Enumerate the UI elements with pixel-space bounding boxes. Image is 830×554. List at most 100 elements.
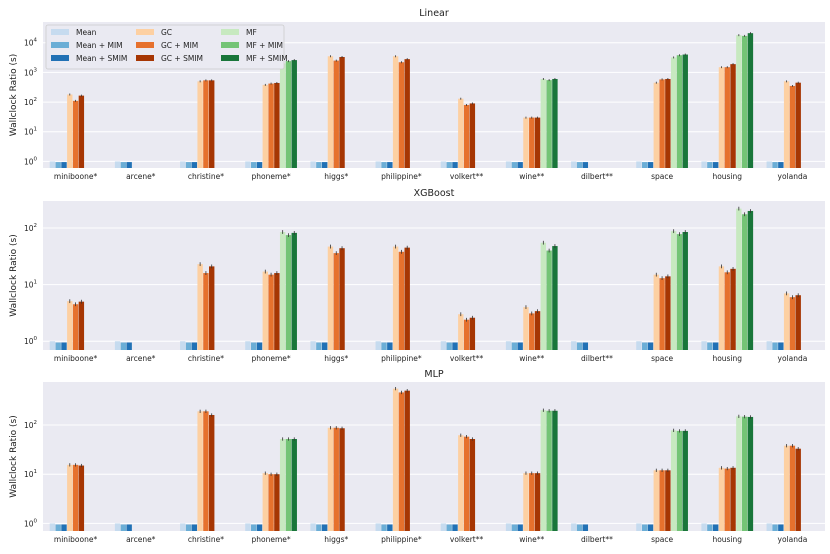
bar xyxy=(682,54,688,168)
bar xyxy=(647,342,654,350)
bar xyxy=(310,523,316,531)
bar xyxy=(505,161,512,168)
category-label: volkert** xyxy=(450,535,484,544)
bar xyxy=(582,524,589,531)
bar xyxy=(203,273,209,350)
bar xyxy=(185,342,192,350)
legend-swatch xyxy=(221,55,239,61)
bar xyxy=(747,210,754,350)
bar xyxy=(191,162,198,168)
bar xyxy=(67,94,73,168)
bar xyxy=(701,523,707,531)
y-tick-label: 102 xyxy=(24,97,37,107)
bar xyxy=(274,273,280,350)
bar xyxy=(78,95,85,168)
bar xyxy=(285,235,292,350)
legend-label: GC + MIM xyxy=(161,41,198,50)
bar xyxy=(120,342,127,350)
bar xyxy=(642,342,648,350)
bar xyxy=(552,78,558,168)
bar xyxy=(789,85,796,168)
bar xyxy=(274,82,280,168)
bar xyxy=(452,342,458,350)
bar xyxy=(339,428,345,531)
bar xyxy=(682,430,688,531)
bar xyxy=(191,342,198,350)
bar xyxy=(398,251,405,350)
bar xyxy=(463,104,470,168)
bar xyxy=(392,246,399,350)
bar xyxy=(511,524,518,531)
bar xyxy=(783,445,790,531)
bar xyxy=(404,247,410,350)
bar xyxy=(321,342,328,350)
plot-background xyxy=(43,382,825,531)
bar xyxy=(274,474,280,531)
bar xyxy=(529,117,535,168)
bar xyxy=(463,319,470,350)
bar xyxy=(571,341,577,350)
category-label: higgs* xyxy=(324,354,348,363)
legend-swatch xyxy=(51,55,69,61)
bar xyxy=(256,524,263,531)
bar xyxy=(517,162,523,168)
bar xyxy=(285,61,292,168)
bar xyxy=(404,59,410,169)
legend-swatch xyxy=(136,29,154,35)
bar xyxy=(49,341,56,350)
bar xyxy=(180,161,186,168)
bar xyxy=(665,78,671,168)
category-label: space xyxy=(651,354,673,363)
category-label: philippine* xyxy=(381,354,422,363)
bar xyxy=(741,35,748,168)
bar xyxy=(398,392,405,531)
bar xyxy=(517,524,523,531)
bar xyxy=(469,103,476,168)
bar xyxy=(126,524,132,531)
bar xyxy=(670,57,677,168)
category-label: housing xyxy=(712,354,742,363)
category-label: wine** xyxy=(519,172,544,181)
bar xyxy=(718,467,725,531)
panel-xgboost: 100 101 102 XGBoost miniboone* arcene* christi… xyxy=(24,188,825,363)
legend-label: MF + SMIM xyxy=(246,54,288,63)
bar xyxy=(665,470,671,531)
bar xyxy=(251,342,257,350)
category-label: arcene* xyxy=(126,354,156,363)
bar xyxy=(262,473,268,531)
bar xyxy=(747,33,754,169)
bar xyxy=(375,161,381,168)
bar xyxy=(511,162,518,168)
bar xyxy=(458,314,464,350)
bar xyxy=(778,342,784,350)
bar xyxy=(712,342,719,350)
bar xyxy=(582,342,589,350)
bar xyxy=(783,293,790,350)
bar xyxy=(540,78,547,168)
category-label: phoneme* xyxy=(252,535,291,544)
bar xyxy=(778,162,784,168)
y-tick-label: 103 xyxy=(24,67,38,77)
bar xyxy=(712,524,719,531)
bar xyxy=(523,307,529,350)
category-label: yolanda xyxy=(778,172,808,181)
bar xyxy=(446,342,452,350)
bar xyxy=(730,467,736,531)
bar xyxy=(61,524,67,531)
bar xyxy=(795,82,801,168)
panel-title: XGBoost xyxy=(414,188,455,199)
bar xyxy=(316,524,322,531)
bar xyxy=(736,208,742,350)
bar xyxy=(375,341,381,350)
bar xyxy=(517,342,523,350)
bar xyxy=(469,317,476,350)
bar xyxy=(55,162,61,168)
y-tick-label: 102 xyxy=(24,223,37,233)
bar xyxy=(712,162,719,168)
legend-swatch xyxy=(136,55,154,61)
bar xyxy=(251,162,257,168)
bar xyxy=(552,410,558,531)
bar xyxy=(61,162,67,168)
legend: Mean Mean + MIM Mean + SMIM GC GC + MIM GC + … xyxy=(45,24,288,70)
category-label: wine** xyxy=(519,354,544,363)
